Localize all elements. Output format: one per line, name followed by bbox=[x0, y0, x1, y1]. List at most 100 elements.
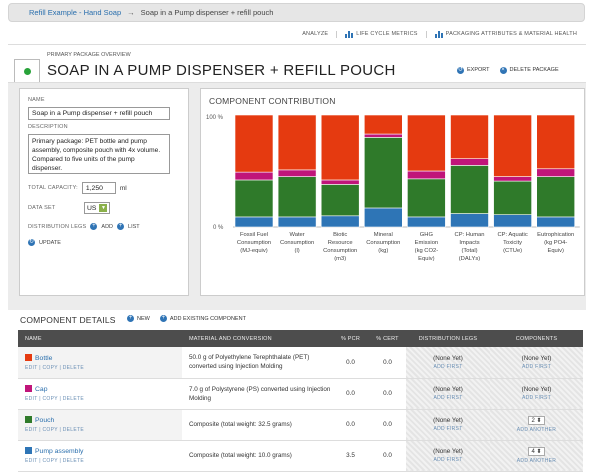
add-another-link[interactable]: ADD ANOTHER bbox=[516, 458, 557, 464]
name-cell: Pump assembly EDIT | COPY | DELETE bbox=[18, 440, 182, 472]
nav-analyze-label: ANALYZE bbox=[302, 31, 329, 37]
component-details-table: NAME MATERIAL AND CONVERSION % PCR % CER… bbox=[18, 330, 583, 472]
add-existing-component-button[interactable]: + ADD EXISTING COMPONENT bbox=[159, 315, 246, 322]
bar-segment bbox=[234, 216, 274, 228]
copy-link[interactable]: COPY bbox=[42, 396, 58, 402]
delete-link[interactable]: DELETE bbox=[62, 364, 85, 371]
component-name-link[interactable]: Pouch bbox=[35, 417, 55, 424]
components-cell: (None Yet) ADD FIRST bbox=[490, 378, 583, 410]
component-name-link[interactable]: Cap bbox=[35, 386, 48, 393]
bar-segment bbox=[277, 169, 317, 177]
add-first-distribution-link[interactable]: ADD FIRST bbox=[433, 457, 463, 463]
breadcrumb-link-project[interactable]: Refill Example - Hand Soap bbox=[29, 8, 122, 17]
x-tick-label: (kg) bbox=[378, 248, 388, 254]
quantity-stepper[interactable]: 2 ⬍ bbox=[528, 416, 545, 425]
nav-packaging-attributes[interactable]: PACKAGING ATTRIBUTES & MATERIAL HEALTH bbox=[425, 30, 585, 38]
col-header-distribution[interactable]: DISTRIBUTION LEGS bbox=[406, 330, 490, 347]
edit-link[interactable]: EDIT bbox=[25, 396, 38, 402]
bar-segment bbox=[364, 133, 403, 138]
bar-segment bbox=[493, 214, 532, 228]
update-button[interactable]: ↻ UPDATE bbox=[28, 239, 180, 246]
dist-list-button[interactable]: LIST bbox=[128, 223, 140, 230]
x-tick-label: Consumption bbox=[237, 240, 271, 246]
stepper-arrows-icon: ⬍ bbox=[536, 449, 542, 455]
edit-link[interactable]: EDIT bbox=[25, 364, 38, 371]
col-header-material[interactable]: MATERIAL AND CONVERSION bbox=[182, 330, 332, 347]
color-swatch-icon bbox=[25, 353, 32, 361]
x-tick-label: Fossil Fuel bbox=[240, 232, 268, 238]
col-header-cert[interactable]: % CERT bbox=[369, 330, 406, 347]
x-tick-label: Consumption bbox=[323, 248, 357, 254]
add-another-link[interactable]: ADD ANOTHER bbox=[516, 427, 557, 433]
refresh-icon: ↻ bbox=[28, 239, 35, 246]
chart-title: COMPONENT CONTRIBUTION bbox=[209, 96, 336, 106]
status-indicator bbox=[14, 59, 40, 83]
component-contribution-panel: COMPONENT CONTRIBUTION 100 % 0 % Fossil Fu… bbox=[200, 88, 585, 296]
x-tick-label: CP: Human bbox=[455, 232, 485, 238]
plus-icon: + bbox=[159, 315, 167, 322]
export-button[interactable]: ↺ EXPORT bbox=[457, 66, 490, 74]
components-cell: (None Yet) ADD FIRST bbox=[490, 347, 583, 379]
edit-link[interactable]: EDIT bbox=[25, 427, 38, 433]
col-header-pcr[interactable]: % PCR bbox=[332, 330, 369, 347]
capacity-input[interactable] bbox=[81, 182, 116, 194]
table-header-row: NAME MATERIAL AND CONVERSION % PCR % CER… bbox=[18, 330, 583, 347]
x-tick-label: Biotic bbox=[333, 232, 347, 238]
components-cell: 4 ⬍ ADD ANOTHER bbox=[490, 440, 583, 472]
package-actions: ↺ EXPORT × DELETE PACKAGE bbox=[447, 59, 587, 81]
components-value: (None Yet) bbox=[521, 354, 552, 362]
bar-segment bbox=[450, 158, 489, 166]
add-first-component-link[interactable]: ADD FIRST bbox=[521, 395, 552, 401]
bar-segment bbox=[234, 171, 274, 181]
material-cell: 50.0 g of Polyethylene Terephthalate (PE… bbox=[182, 347, 332, 379]
cert-cell: 0.0 bbox=[369, 347, 406, 379]
add-existing-label: ADD EXISTING COMPONENT bbox=[169, 315, 246, 322]
x-tick-label: GHG bbox=[420, 232, 434, 238]
delete-link[interactable]: DELETE bbox=[62, 458, 85, 464]
material-cell: 7.0 g of Polystyrene (PS) converted usin… bbox=[182, 378, 332, 410]
col-header-name[interactable]: NAME bbox=[18, 330, 182, 347]
dataset-select[interactable]: US ▼ bbox=[84, 202, 111, 214]
x-tick-label: (DALYs) bbox=[459, 256, 481, 262]
name-input[interactable] bbox=[28, 107, 170, 120]
add-first-distribution-link[interactable]: ADD FIRST bbox=[433, 363, 463, 370]
x-tick-label: CP: Aquatic bbox=[497, 232, 527, 238]
quantity-stepper[interactable]: 4 ⬍ bbox=[528, 447, 545, 456]
new-component-button[interactable]: + NEW bbox=[127, 315, 150, 322]
delete-link[interactable]: DELETE bbox=[62, 427, 85, 433]
x-tick-label: Consumption bbox=[280, 240, 314, 246]
component-name-link[interactable]: Pump assembly bbox=[35, 448, 84, 455]
delete-link[interactable]: DELETE bbox=[62, 396, 85, 402]
edit-link[interactable]: EDIT bbox=[25, 458, 38, 464]
component-name-link[interactable]: Bottle bbox=[35, 354, 53, 362]
breadcrumb-current: Soap in a Pump dispenser + refill pouch bbox=[140, 8, 274, 17]
x-tick-label: Emission bbox=[415, 240, 439, 246]
nav-life-cycle-metrics[interactable]: LIFE CYCLE METRICS bbox=[336, 30, 425, 38]
delete-package-button[interactable]: × DELETE PACKAGE bbox=[499, 66, 559, 74]
bar-segment bbox=[493, 180, 532, 215]
description-textarea[interactable]: Primary package: PET bottle and pump ass… bbox=[28, 134, 170, 174]
cert-cell: 0.0 bbox=[369, 378, 406, 410]
copy-link[interactable]: COPY bbox=[42, 427, 58, 433]
bar-segment bbox=[320, 114, 360, 181]
add-first-distribution-link[interactable]: ADD FIRST bbox=[433, 426, 463, 432]
bar-segment bbox=[364, 207, 403, 228]
y-tick-label-max: 100 % bbox=[206, 115, 224, 121]
add-first-component-link[interactable]: ADD FIRST bbox=[521, 363, 552, 370]
dataset-value: US bbox=[87, 204, 97, 212]
bar-segment bbox=[277, 114, 317, 171]
nav-analyze[interactable]: ANALYZE bbox=[294, 31, 336, 37]
quantity-value: 2 bbox=[531, 417, 535, 424]
copy-link[interactable]: COPY bbox=[42, 364, 58, 371]
x-tick-label: (kg CO2- bbox=[415, 248, 439, 254]
bar-segment bbox=[536, 114, 576, 170]
copy-link[interactable]: COPY bbox=[42, 458, 58, 464]
close-icon: × bbox=[499, 66, 507, 74]
material-cell: Composite (total weight: 10.0 grams) bbox=[182, 440, 332, 472]
breadcrumb: Refill Example - Hand Soap → Soap in a P… bbox=[8, 3, 585, 22]
component-details-title: COMPONENT DETAILS bbox=[20, 315, 116, 325]
bar-segment bbox=[493, 176, 532, 182]
add-first-distribution-link[interactable]: ADD FIRST bbox=[433, 395, 463, 401]
dist-add-button[interactable]: ADD bbox=[101, 223, 114, 230]
col-header-components[interactable]: COMPONENTS bbox=[490, 330, 583, 347]
